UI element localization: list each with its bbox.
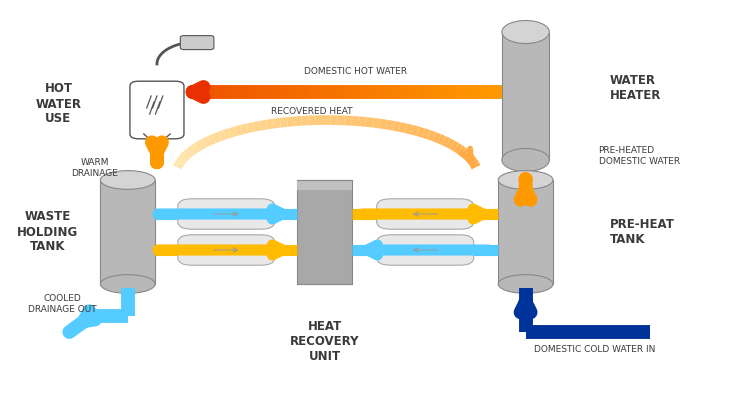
Bar bbox=[298, 180, 353, 190]
Text: PRE-HEAT
TANK: PRE-HEAT TANK bbox=[610, 218, 675, 246]
FancyBboxPatch shape bbox=[178, 199, 275, 229]
Text: PRE-HEATED
DOMESTIC WATER: PRE-HEATED DOMESTIC WATER bbox=[599, 146, 680, 166]
FancyBboxPatch shape bbox=[130, 81, 184, 139]
Text: HOT
WATER
USE: HOT WATER USE bbox=[35, 82, 82, 126]
Bar bbox=[498, 180, 553, 284]
Ellipse shape bbox=[502, 148, 550, 172]
Text: COOLED
DRAINAGE OUT: COOLED DRAINAGE OUT bbox=[28, 294, 96, 314]
Bar bbox=[298, 180, 353, 284]
Text: HEAT
RECOVERY
UNIT: HEAT RECOVERY UNIT bbox=[290, 320, 360, 363]
FancyBboxPatch shape bbox=[377, 235, 474, 265]
Ellipse shape bbox=[498, 275, 553, 293]
Text: DOMESTIC HOT WATER: DOMESTIC HOT WATER bbox=[304, 68, 407, 76]
Text: WARM
DRAINAGE: WARM DRAINAGE bbox=[72, 158, 118, 178]
Text: WASTE
HOLDING
TANK: WASTE HOLDING TANK bbox=[17, 210, 78, 254]
FancyBboxPatch shape bbox=[180, 36, 214, 50]
Bar bbox=[100, 180, 155, 284]
Text: DOMESTIC COLD WATER IN: DOMESTIC COLD WATER IN bbox=[534, 346, 656, 354]
Ellipse shape bbox=[502, 20, 550, 44]
FancyBboxPatch shape bbox=[377, 199, 474, 229]
Bar bbox=[502, 32, 549, 160]
Ellipse shape bbox=[100, 171, 155, 189]
Ellipse shape bbox=[100, 275, 155, 293]
Text: RECOVERED HEAT: RECOVERED HEAT bbox=[272, 108, 353, 116]
FancyBboxPatch shape bbox=[178, 235, 275, 265]
Text: WATER
HEATER: WATER HEATER bbox=[610, 74, 661, 102]
Ellipse shape bbox=[498, 171, 553, 189]
